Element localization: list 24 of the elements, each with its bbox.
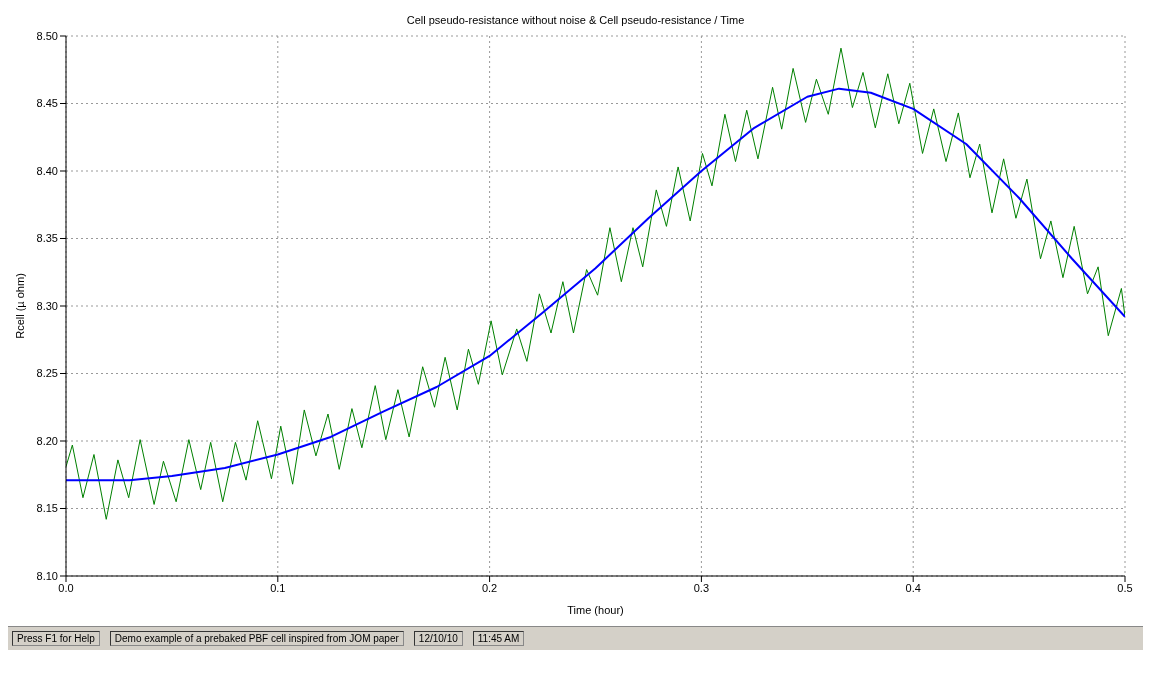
x-axis-title: Time (hour) [567, 604, 624, 616]
y-tick-label: 8.10 [36, 569, 58, 582]
x-tick-label: 0.3 [693, 581, 710, 594]
x-tick-label: 0.5 [1117, 581, 1133, 594]
y-tick-label: 8.50 [36, 29, 58, 42]
y-tick-label: 8.35 [36, 232, 58, 245]
text: Press F1 for Help [12, 631, 100, 646]
y-tick-label: 8.15 [36, 502, 58, 515]
x-tick-label: 0.2 [481, 581, 498, 594]
y-axis-title: Rcell (µ ohm) [13, 273, 26, 339]
y-tick-label: 8.40 [36, 164, 58, 177]
text: Demo example of a prebaked PBF cell inspired from JOM paper [109, 631, 404, 646]
y-tick-label: 8.20 [36, 434, 58, 447]
chart-title: Cell pseudo-resistance without noise & Cell pseudo-resistance / Time [405, 13, 746, 26]
y-tick-label: 8.25 [36, 367, 58, 380]
x-tick-label: 0.0 [58, 581, 74, 594]
text: 12/10/10 [413, 631, 463, 646]
x-tick-label: 0.4 [905, 581, 921, 594]
line-series [66, 47, 1125, 520]
text: 11:45 AM [472, 631, 525, 646]
y-tick-label: 8.45 [36, 97, 58, 110]
x-tick-label: 0.1 [270, 581, 286, 594]
line-series [66, 87, 1125, 482]
y-tick-label: 8.30 [36, 299, 58, 312]
